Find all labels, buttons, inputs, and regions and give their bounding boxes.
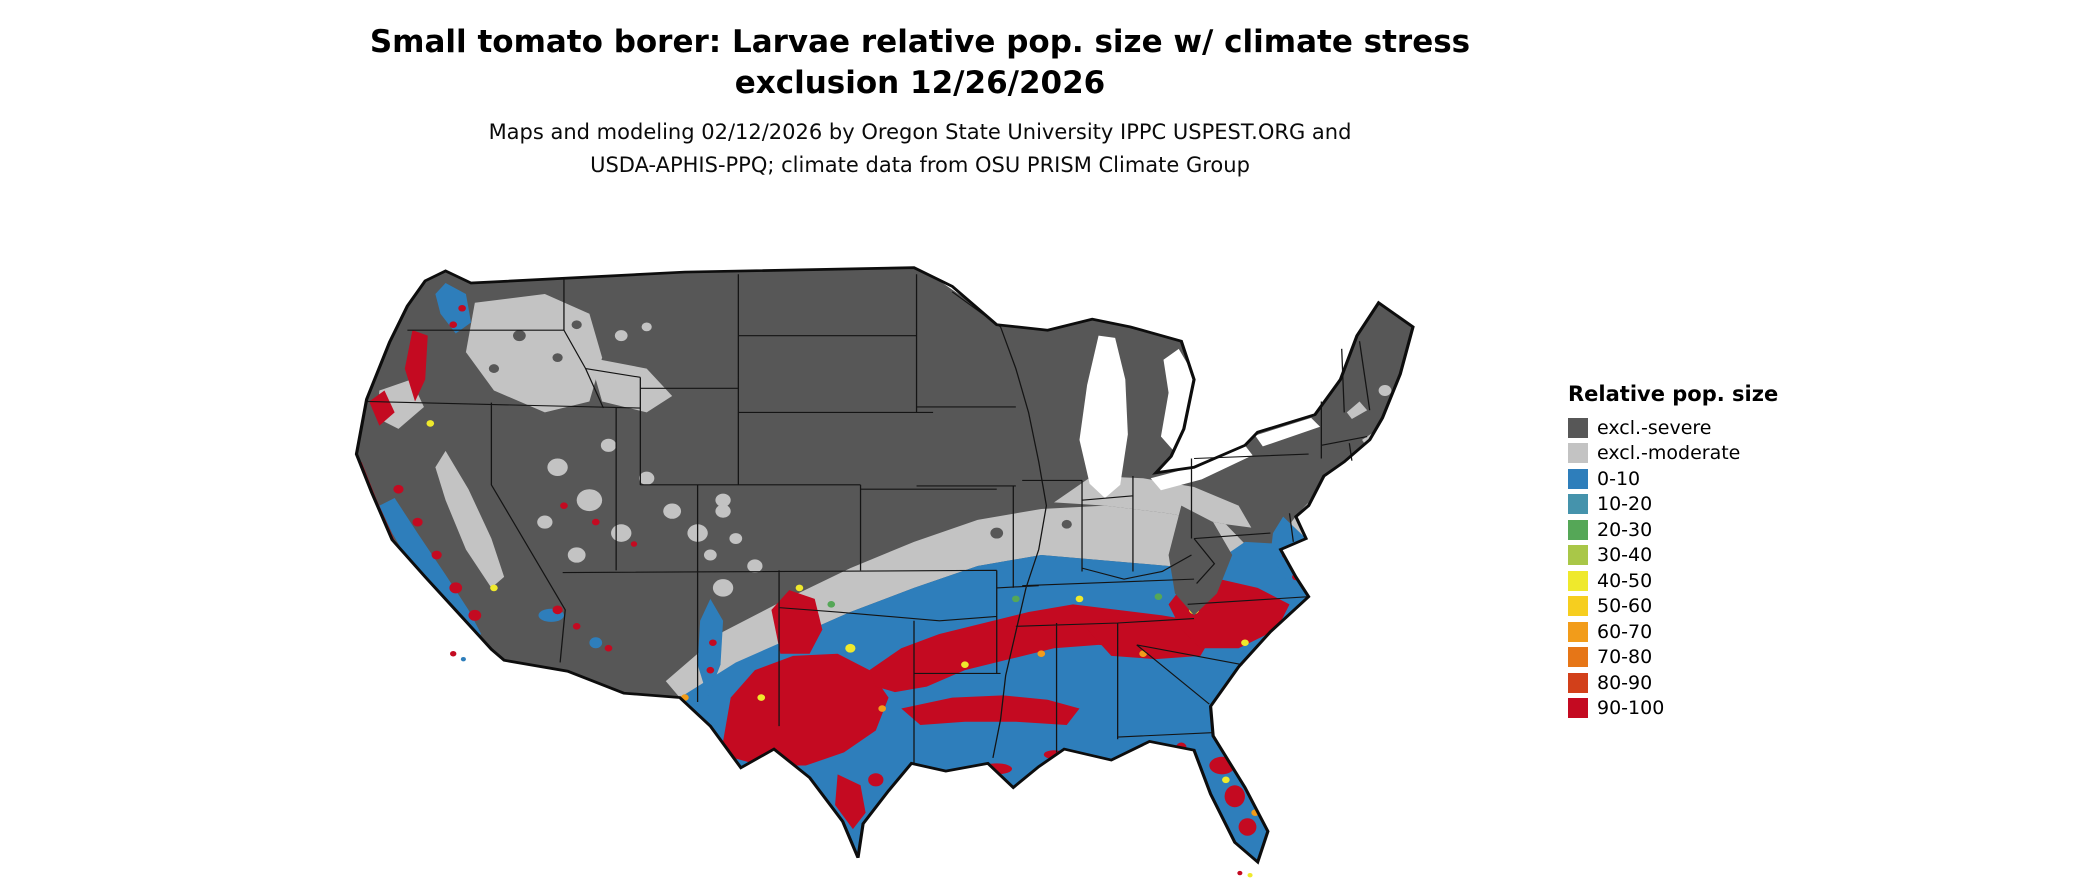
legend-item: 60-70	[1568, 619, 1778, 645]
legend-swatch	[1568, 647, 1588, 668]
offshore-dots	[450, 650, 1253, 878]
legend-label: 80-90	[1597, 671, 1653, 694]
subtitle-line-1: Maps and modeling 02/12/2026 by Oregon S…	[488, 120, 1352, 144]
us-outline	[354, 266, 1415, 865]
legend-item: 80-90	[1568, 670, 1778, 696]
legend-label: 60-70	[1597, 620, 1653, 643]
legend-item: 70-80	[1568, 645, 1778, 671]
legend-item: 20-30	[1568, 517, 1778, 543]
legend-swatch	[1568, 672, 1588, 693]
legend-swatch	[1568, 596, 1588, 617]
legend-label: 30-40	[1597, 544, 1653, 567]
legend-swatch	[1568, 468, 1588, 489]
legend-item: 90-100	[1568, 696, 1778, 722]
title-line-2: exclusion 12/26/2026	[734, 65, 1106, 101]
legend-swatch	[1568, 621, 1588, 642]
zone-flecks-yellow	[426, 420, 1249, 784]
legend-swatch	[1568, 519, 1588, 540]
legend-label: 50-60	[1597, 595, 1653, 618]
title-line-1: Small tomato borer: Larvae relative pop.…	[369, 24, 1471, 60]
legend-label: 70-80	[1597, 646, 1653, 669]
legend-item: excl.-moderate	[1568, 441, 1778, 467]
legend-label: 40-50	[1597, 569, 1653, 592]
legend-swatch	[1568, 494, 1588, 515]
appalachian-dark-wedge	[488, 320, 1233, 616]
subtitle-line-2: USDA-APHIS-PPQ; climate data from OSU PR…	[590, 153, 1250, 177]
legend-item: 10-20	[1568, 492, 1778, 518]
legend-label: 20-30	[1597, 518, 1653, 541]
zone-flecks-green	[827, 593, 1163, 608]
legend-swatch	[1568, 417, 1588, 438]
page-subtitle: Maps and modeling 02/12/2026 by Oregon S…	[0, 116, 1840, 182]
legend-label: excl.-moderate	[1597, 442, 1741, 465]
us-choropleth-map	[303, 226, 1525, 884]
legend-swatch	[1568, 698, 1588, 719]
legend: Relative pop. size excl.-severe excl.-mo…	[1568, 382, 1778, 721]
header: Small tomato borer: Larvae relative pop.…	[0, 22, 1840, 182]
legend-item: 50-60	[1568, 594, 1778, 620]
legend-label: 90-100	[1597, 697, 1665, 720]
legend-swatch	[1568, 570, 1588, 591]
legend-title: Relative pop. size	[1568, 382, 1779, 406]
legend-item: 30-40	[1568, 543, 1778, 569]
legend-item: 40-50	[1568, 568, 1778, 594]
legend-label: 10-20	[1597, 493, 1653, 516]
us-map-svg	[354, 266, 1415, 878]
legend-swatch	[1568, 443, 1588, 464]
state-borders	[366, 274, 1371, 764]
legend-label: excl.-severe	[1597, 416, 1712, 439]
legend-label: 0-10	[1597, 467, 1641, 490]
legend-item: 0-10	[1568, 466, 1778, 492]
page-title: Small tomato borer: Larvae relative pop.…	[0, 22, 1840, 104]
legend-swatch	[1568, 545, 1588, 566]
legend-item: excl.-severe	[1568, 415, 1778, 441]
